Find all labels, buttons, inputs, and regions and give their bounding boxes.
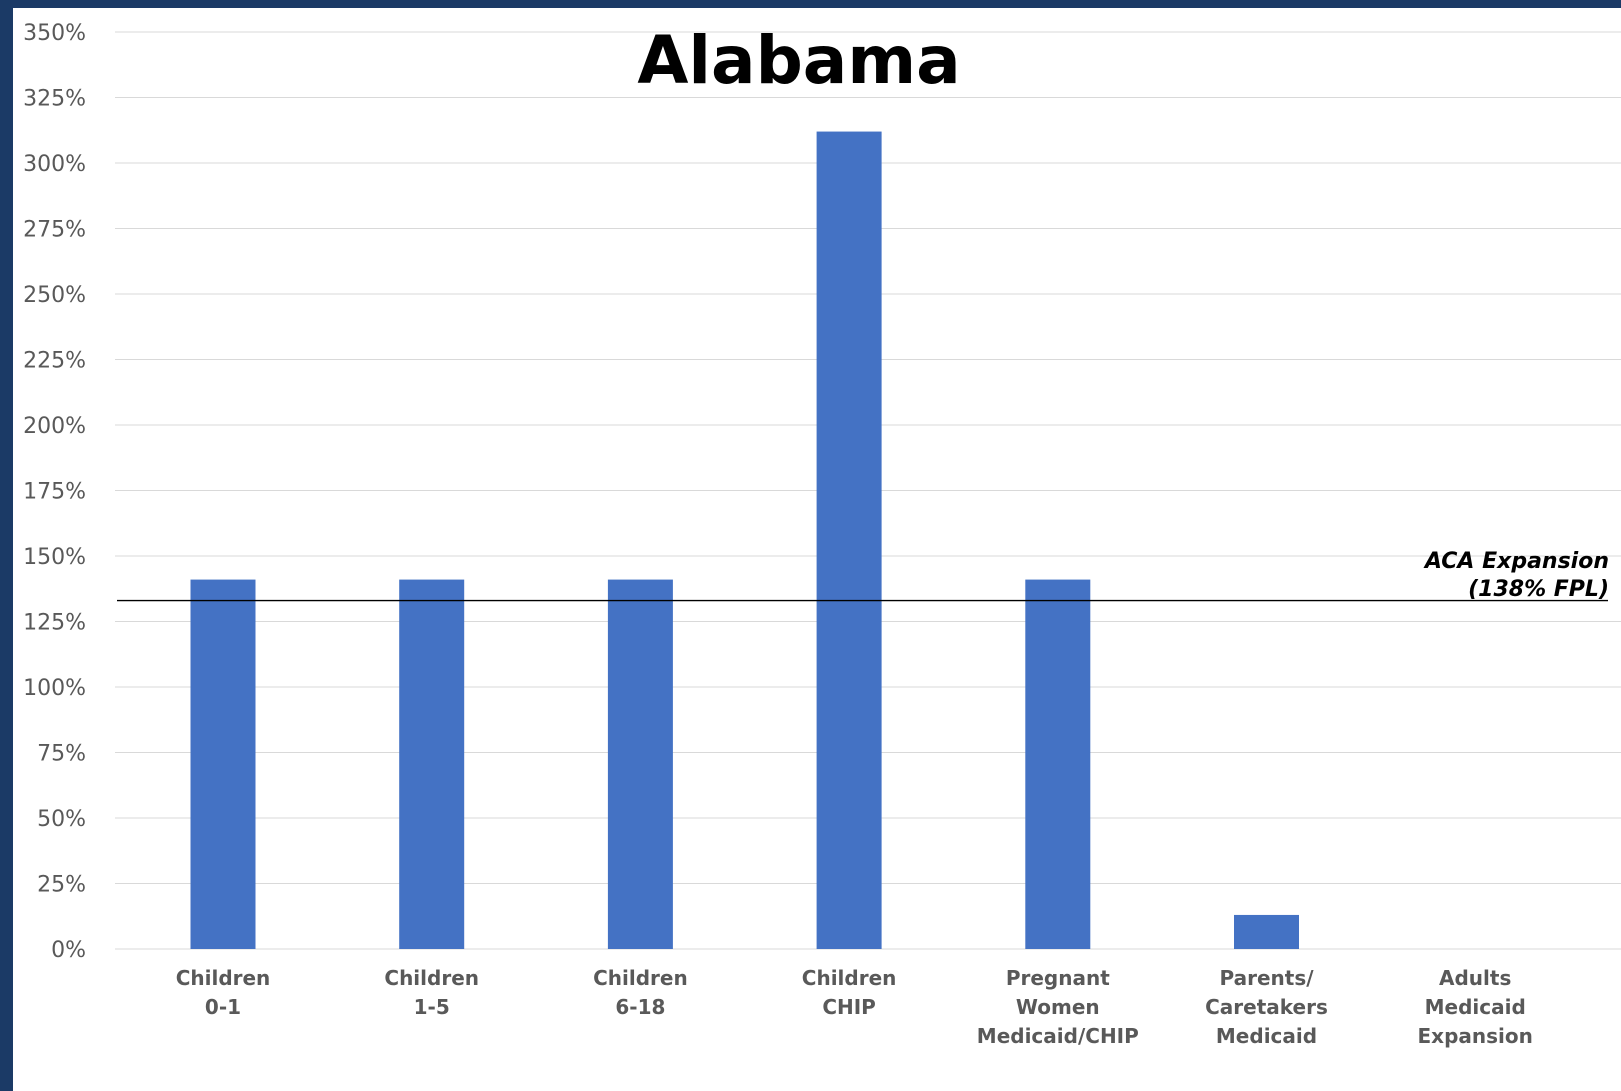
y-tick-label: 200% <box>23 414 86 439</box>
y-tick-label: 125% <box>23 611 86 636</box>
y-axis-ticks: 0% 25% 50% 75% 100% 125% 150% 175% 200% 225% 250% 2… <box>23 21 86 963</box>
bar <box>1025 579 1091 949</box>
x-tick-label: Children 1-5 <box>384 966 479 1019</box>
chart-title: Alabama <box>637 22 960 99</box>
y-tick-label: 25% <box>37 873 86 898</box>
bars <box>190 131 1299 949</box>
y-tick-label: 50% <box>37 807 86 832</box>
bar <box>816 131 882 949</box>
y-tick-label: 275% <box>23 218 86 243</box>
y-tick-label: 350% <box>23 21 86 46</box>
y-tick-label: 75% <box>37 742 86 767</box>
reference-line-label: ACA Expansion (138% FPL) <box>1423 549 1609 602</box>
bar <box>190 579 256 949</box>
x-tick-label: Children 6-18 <box>593 966 688 1019</box>
y-tick-label: 150% <box>23 545 86 570</box>
x-tick-label: Children CHIP <box>802 966 897 1019</box>
y-tick-label: 225% <box>23 349 86 374</box>
y-tick-label: 175% <box>23 480 86 505</box>
y-tick-label: 100% <box>23 676 86 701</box>
chart-panel: 0% 25% 50% 75% 100% 125% 150% 175% 200% 225% 250% 2… <box>13 8 1621 1091</box>
bar-chart: 0% 25% 50% 75% 100% 125% 150% 175% 200% 225% 250% 2… <box>23 21 1621 1048</box>
x-tick-label: Pregnant Women Medicaid/CHIP <box>977 966 1139 1048</box>
x-tick-label: Parents/Caretakers Medicaid <box>1205 966 1328 1048</box>
y-tick-label: 250% <box>23 283 86 308</box>
y-tick-label: 0% <box>51 938 86 963</box>
x-tick-label: Children 0-1 <box>176 966 271 1019</box>
reference-line-group: ACA Expansion (138% FPL) <box>117 549 1609 602</box>
y-tick-label: 300% <box>23 152 86 177</box>
bar <box>607 579 673 949</box>
x-axis-ticks: Children 0-1 Children 1-5 Children 6-18 Childr… <box>176 966 1533 1048</box>
y-tick-label: 325% <box>23 87 86 112</box>
x-tick-label: Adults Medicaid Expansion <box>1418 966 1533 1048</box>
bar <box>1234 914 1299 949</box>
bar <box>399 579 465 949</box>
